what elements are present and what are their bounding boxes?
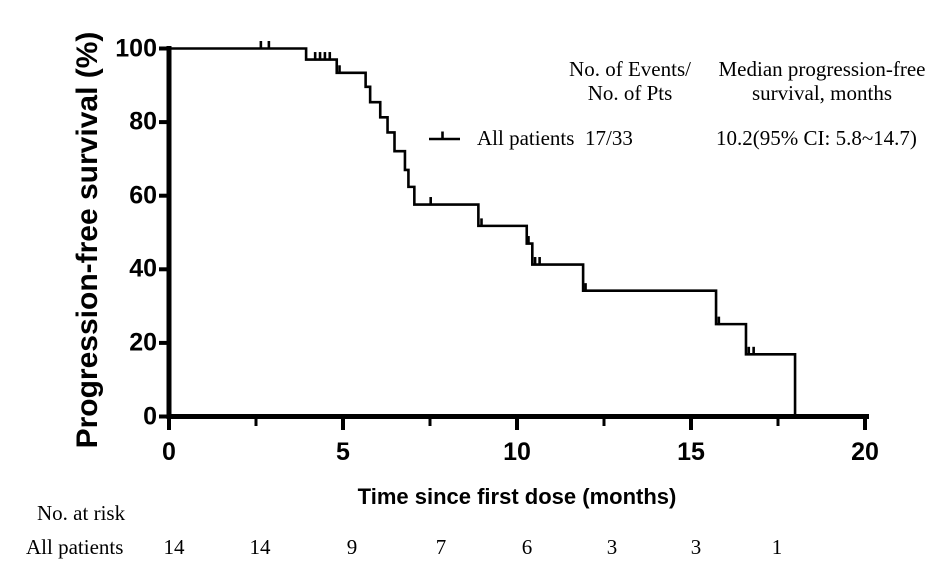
- y-axis-title: Progression-free survival (%): [71, 31, 104, 449]
- y-tick-label: 0: [143, 402, 157, 430]
- legend-header-events: No. of Events/ No. of Pts: [569, 57, 691, 105]
- at-risk-value: 6: [521, 535, 533, 559]
- survival-step-curve: [169, 47, 797, 417]
- x-tick-label: 10: [503, 438, 531, 466]
- at-risk-value: 3: [690, 535, 702, 559]
- at-risk-value: 3: [606, 535, 618, 559]
- at-risk-title: No. at risk: [37, 501, 126, 525]
- legend-header-events-line1: No. of Events/: [569, 57, 691, 81]
- x-tick-label: 20: [851, 438, 879, 466]
- x-tick-label: 5: [336, 438, 350, 466]
- x-tick-label: 0: [162, 438, 176, 466]
- at-risk-row-label: All patients: [26, 535, 124, 559]
- legend-header-median: Median progression-free survival, months: [718, 57, 925, 105]
- legend-events-value: 17/33: [585, 126, 633, 150]
- at-risk-value: 1: [771, 535, 783, 559]
- at-risk-value: 7: [435, 535, 447, 559]
- legend-median-value: 10.2(95% CI: 5.8~14.7): [716, 126, 917, 150]
- at-risk-value: 9: [346, 535, 358, 559]
- at-risk-value: 14: [163, 535, 185, 559]
- y-tick-label: 40: [129, 254, 157, 283]
- legend-series-label: All patients: [477, 126, 575, 150]
- y-tick-label: 100: [115, 34, 157, 62]
- legend-header-events-line2: No. of Pts: [587, 81, 673, 105]
- x-axis-title: Time since first dose (months): [357, 484, 677, 509]
- y-tick-label: 60: [129, 181, 157, 210]
- y-tick-label: 20: [129, 328, 157, 357]
- legend-header-median-line2: survival, months: [751, 81, 892, 105]
- y-tick-label: 80: [129, 107, 157, 136]
- legend-marker-icon: [429, 131, 460, 141]
- at-risk-value: 14: [249, 535, 271, 559]
- legend-header-median-line1: Median progression-free: [718, 57, 926, 81]
- x-tick-label: 15: [677, 438, 705, 466]
